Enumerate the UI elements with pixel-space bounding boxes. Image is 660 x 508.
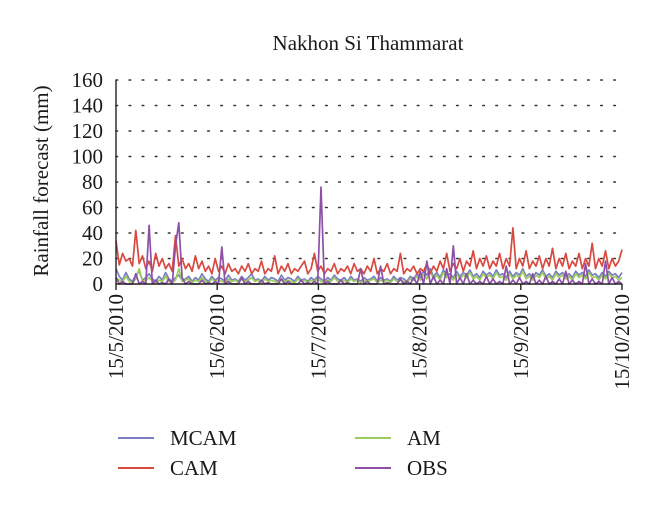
legend-label-obs: OBS: [407, 456, 448, 480]
y-tick-label: 140: [72, 94, 104, 118]
y-axis-label: Rainfall forecast (mm): [29, 85, 53, 276]
x-axis-ticks: 15/5/2010 15/6/2010 15/7/2010 15/8/2010 15/9…: [104, 284, 634, 390]
y-tick-label: 60: [82, 196, 103, 220]
legend: MCAM AM CAM OBS: [118, 426, 448, 480]
legend-label-am: AM: [407, 426, 441, 450]
series-line-mcam: [115, 267, 623, 283]
axes: [115, 80, 622, 285]
x-tick-label: 15/9/2010: [509, 294, 533, 379]
chart-title: Nakhon Si Thammarat: [273, 31, 464, 55]
x-tick-label: 15/8/2010: [408, 294, 432, 379]
series-line-obs: [115, 186, 623, 285]
x-tick-label: 15/5/2010: [104, 294, 128, 379]
y-tick-label: 40: [82, 221, 103, 245]
series-line-am: [115, 267, 623, 284]
series-line-cam: [115, 227, 623, 275]
series-lines: [115, 186, 623, 285]
x-tick-label: 15/7/2010: [306, 294, 330, 379]
y-tick-label: 160: [72, 68, 104, 92]
y-tick-label: 80: [82, 170, 103, 194]
y-tick-label: 20: [82, 247, 103, 271]
x-tick-label: 15/10/2010: [610, 294, 634, 390]
legend-label-mcam: MCAM: [170, 426, 237, 450]
grid-lines: [115, 79, 623, 260]
y-tick-label: 0: [93, 272, 104, 296]
x-tick-label: 15/6/2010: [205, 294, 229, 379]
y-tick-label: 120: [72, 119, 104, 143]
y-tick-label: 100: [72, 145, 104, 169]
legend-label-cam: CAM: [170, 456, 218, 480]
